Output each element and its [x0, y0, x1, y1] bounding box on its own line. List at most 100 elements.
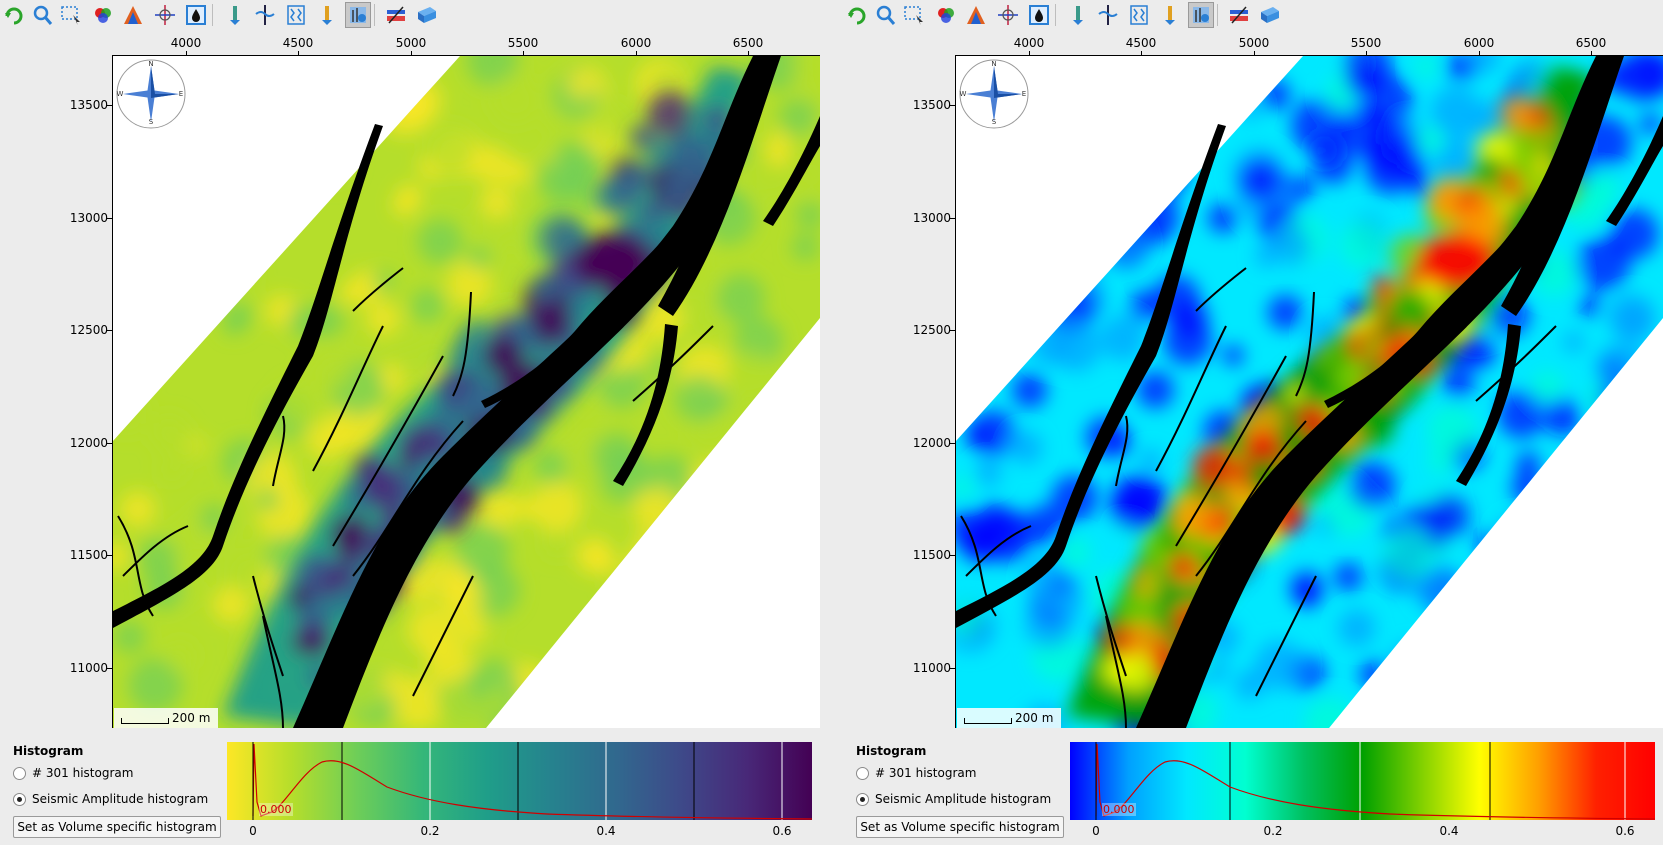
y-tick-label: 11500	[912, 548, 951, 562]
y-tick-label: 11000	[912, 661, 951, 675]
seismic-volume-icon[interactable]	[1257, 2, 1283, 28]
select-region-icon[interactable]	[901, 2, 927, 28]
x-tick-label: 6500	[1575, 36, 1607, 50]
radio-label: Seismic Amplitude histogram	[875, 792, 1052, 806]
colorbar-tick: 0.2	[420, 824, 440, 838]
data-inspect-icon[interactable]	[1026, 2, 1052, 28]
y-tick-label: 13500	[69, 98, 108, 112]
color-spectrum-icon[interactable]	[963, 2, 989, 28]
colorbar-tick: 0.6	[1615, 824, 1635, 838]
svg-text:S: S	[149, 118, 154, 126]
colorbar-tick: 0.4	[1439, 824, 1459, 838]
y-tick-label: 12000	[69, 436, 108, 450]
svg-text:N: N	[991, 60, 996, 68]
map-layer-icon[interactable]	[1188, 2, 1214, 28]
well-icon[interactable]	[1065, 2, 1091, 28]
viewer-panel-right: 4000 4500 5000 5500 6000 6500 13500 1300…	[843, 0, 1663, 845]
viewer-panel-left: 4000 4500 5000 5500 6000 6500 13500 1300…	[0, 0, 820, 845]
colorbar-tick: 0.4	[596, 824, 616, 838]
x-tick-label: 5500	[507, 36, 539, 50]
fault-icon[interactable]	[1226, 2, 1252, 28]
y-tick-label: 12500	[69, 323, 108, 337]
histogram-value-label: 0.000	[1102, 803, 1136, 816]
toolbar	[0, 0, 820, 30]
histogram-title: Histogram	[13, 744, 84, 758]
radio-label: Seismic Amplitude histogram	[32, 792, 209, 806]
set-volume-histogram-button[interactable]: Set as Volume specific histogram	[856, 816, 1064, 838]
scale-bar-label: 200 m	[172, 711, 211, 725]
x-tick-label: 6000	[620, 36, 652, 50]
y-tick-label: 13000	[912, 211, 951, 225]
scale-bar-label: 200 m	[1015, 711, 1054, 725]
zoom-icon[interactable]	[873, 2, 899, 28]
well-log-icon[interactable]	[1157, 2, 1183, 28]
select-region-icon[interactable]	[58, 2, 84, 28]
svg-text:W: W	[117, 90, 124, 98]
y-tick-label: 12000	[912, 436, 951, 450]
svg-text:E: E	[179, 90, 183, 98]
colorbar-tick: 0.2	[1263, 824, 1283, 838]
data-inspect-icon[interactable]	[183, 2, 209, 28]
log-display-icon[interactable]	[283, 2, 309, 28]
refresh-icon[interactable]	[0, 2, 26, 28]
radio-button[interactable]	[13, 792, 26, 806]
radio-button[interactable]	[856, 792, 869, 806]
radio-label: # 301 histogram	[32, 766, 134, 780]
map-layer-icon[interactable]	[345, 2, 371, 28]
seismic-map-view[interactable]: N S E W 200 m	[113, 56, 820, 728]
colorbar-histogram[interactable]	[1070, 742, 1655, 820]
x-tick-label: 5500	[1350, 36, 1382, 50]
radio-301-histogram[interactable]: # 301 histogram	[856, 766, 976, 780]
fault-icon[interactable]	[383, 2, 409, 28]
y-tick-label: 11500	[69, 548, 108, 562]
seismic-volume-icon[interactable]	[414, 2, 440, 28]
colorbar-histogram[interactable]	[227, 742, 812, 820]
well-icon[interactable]	[222, 2, 248, 28]
x-tick-label: 5000	[395, 36, 427, 50]
color-wheel-icon[interactable]	[90, 2, 116, 28]
x-tick-label: 4500	[1125, 36, 1157, 50]
colorbar-tick: 0	[1092, 824, 1100, 838]
x-tick-label: 6500	[732, 36, 764, 50]
colorbar-tick: 0	[249, 824, 257, 838]
color-spectrum-icon[interactable]	[120, 2, 146, 28]
log-display-icon[interactable]	[1126, 2, 1152, 28]
svg-text:E: E	[1022, 90, 1026, 98]
radio-button[interactable]	[13, 766, 26, 780]
x-tick-label: 4500	[282, 36, 314, 50]
colorbar-ticks: 0 0.2 0.4 0.6	[227, 822, 812, 842]
color-wheel-icon[interactable]	[933, 2, 959, 28]
colorbar-ticks: 0 0.2 0.4 0.6	[1070, 822, 1655, 842]
horizon-pick-icon[interactable]	[252, 2, 278, 28]
y-tick-label: 13000	[69, 211, 108, 225]
radio-label: # 301 histogram	[875, 766, 977, 780]
horizon-pick-icon[interactable]	[1095, 2, 1121, 28]
seismic-map-view[interactable]: N S E W 200 m	[956, 56, 1663, 728]
x-axis: 4000 4500 5000 5500 6000 6500	[843, 30, 1663, 56]
radio-301-histogram[interactable]: # 301 histogram	[13, 766, 133, 780]
svg-text:N: N	[148, 60, 153, 68]
toolbar	[843, 0, 1663, 30]
y-tick-label: 13500	[912, 98, 951, 112]
crosshair-icon[interactable]	[152, 2, 178, 28]
zoom-icon[interactable]	[30, 2, 56, 28]
compass-rose-icon: N S E W	[115, 58, 187, 130]
histogram-value-label: 0.000	[259, 803, 293, 816]
refresh-icon[interactable]	[843, 2, 869, 28]
svg-text:S: S	[992, 118, 997, 126]
radio-seismic-amplitude-histogram[interactable]: Seismic Amplitude histogram	[13, 792, 208, 806]
histogram-title: Histogram	[856, 744, 927, 758]
scale-bar: 200 m	[957, 708, 1061, 728]
y-tick-label: 11000	[69, 661, 108, 675]
radio-seismic-amplitude-histogram[interactable]: Seismic Amplitude histogram	[856, 792, 1051, 806]
x-tick-label: 6000	[1463, 36, 1495, 50]
x-tick-label: 4000	[1013, 36, 1045, 50]
scale-bar: 200 m	[114, 708, 218, 728]
crosshair-icon[interactable]	[995, 2, 1021, 28]
set-volume-histogram-button[interactable]: Set as Volume specific histogram	[13, 816, 221, 838]
radio-button[interactable]	[856, 766, 869, 780]
x-tick-label: 5000	[1238, 36, 1270, 50]
x-axis: 4000 4500 5000 5500 6000 6500	[0, 30, 820, 56]
svg-text:W: W	[960, 90, 967, 98]
well-log-icon[interactable]	[314, 2, 340, 28]
